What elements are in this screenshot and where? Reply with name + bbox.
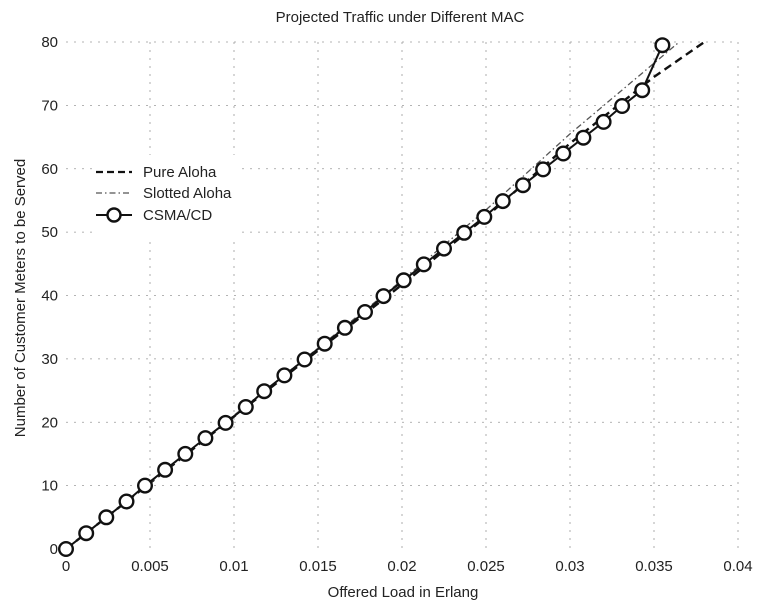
data-point — [456, 224, 473, 241]
data-point — [296, 351, 313, 368]
y-tick-label: 30 — [41, 351, 58, 368]
data-point — [98, 509, 115, 526]
legend-box — [92, 155, 242, 237]
legend-entry-csma-cd: CSMA/CD — [96, 207, 212, 224]
x-tick-label: 0.035 — [635, 558, 673, 575]
data-point — [217, 414, 234, 431]
legend-marker-csma-cd — [106, 207, 122, 223]
data-point — [415, 256, 432, 273]
y-tick-label: 40 — [41, 288, 58, 305]
data-point — [237, 399, 254, 416]
data-point — [494, 193, 511, 210]
data-point — [118, 493, 135, 510]
data-point — [256, 383, 273, 400]
data-point — [157, 461, 174, 478]
data-point — [515, 177, 532, 194]
x-axis-label: Offered Load in Erlang — [328, 584, 479, 601]
legend: Pure Aloha Slotted Aloha CSMA/CD — [92, 155, 242, 237]
data-point — [614, 97, 631, 114]
data-point — [136, 477, 153, 494]
legend-entry-pure-aloha: Pure Aloha — [96, 164, 217, 181]
x-tick-label: 0.025 — [467, 558, 505, 575]
data-point — [316, 335, 333, 352]
data-point — [575, 129, 592, 146]
y-tick-label: 50 — [41, 224, 58, 241]
data-point — [197, 430, 214, 447]
data-point — [476, 208, 493, 225]
y-tick-label: 0 — [50, 541, 58, 558]
data-point — [336, 319, 353, 336]
legend-label-pure-aloha: Pure Aloha — [143, 164, 217, 181]
data-point — [58, 541, 75, 558]
chart-title: Projected Traffic under Different MAC — [276, 9, 525, 26]
data-point — [395, 272, 412, 289]
y-tick-label: 70 — [41, 97, 58, 114]
x-tick-label: 0.02 — [387, 558, 416, 575]
legend-label-slotted-aloha: Slotted Aloha — [143, 185, 232, 202]
x-tick-label: 0.005 — [131, 558, 169, 575]
x-tick-label: 0.01 — [219, 558, 248, 575]
series-csma-cd — [58, 37, 671, 558]
y-axis-label: Number of Customer Meters to be Served — [12, 159, 29, 437]
data-point — [535, 161, 552, 178]
y-tick-label: 80 — [41, 34, 58, 51]
series-line-csma-cd — [65, 44, 664, 550]
x-tick-label: 0.015 — [299, 558, 337, 575]
y-tick-label: 60 — [41, 161, 58, 178]
series-group — [58, 37, 706, 558]
data-point — [276, 367, 293, 384]
x-tick-label: 0 — [62, 558, 70, 575]
y-tick-label: 10 — [41, 478, 58, 495]
data-point — [634, 82, 651, 99]
legend-entry-slotted-aloha: Slotted Aloha — [96, 185, 232, 202]
data-point — [436, 240, 453, 257]
tick-labels: 0 0.005 0.01 0.015 0.02 0.025 0.03 0.035 0.04 0 10… — [41, 34, 752, 575]
legend-label-csma-cd: CSMA/CD — [143, 207, 212, 224]
data-point — [555, 145, 572, 162]
y-tick-label: 20 — [41, 414, 58, 431]
data-point — [78, 525, 95, 542]
data-point — [177, 445, 194, 462]
data-point — [654, 37, 671, 54]
x-tick-label: 0.04 — [723, 558, 752, 575]
data-point — [357, 304, 374, 321]
data-point — [595, 113, 612, 130]
data-point — [375, 288, 392, 305]
x-tick-label: 0.03 — [555, 558, 584, 575]
